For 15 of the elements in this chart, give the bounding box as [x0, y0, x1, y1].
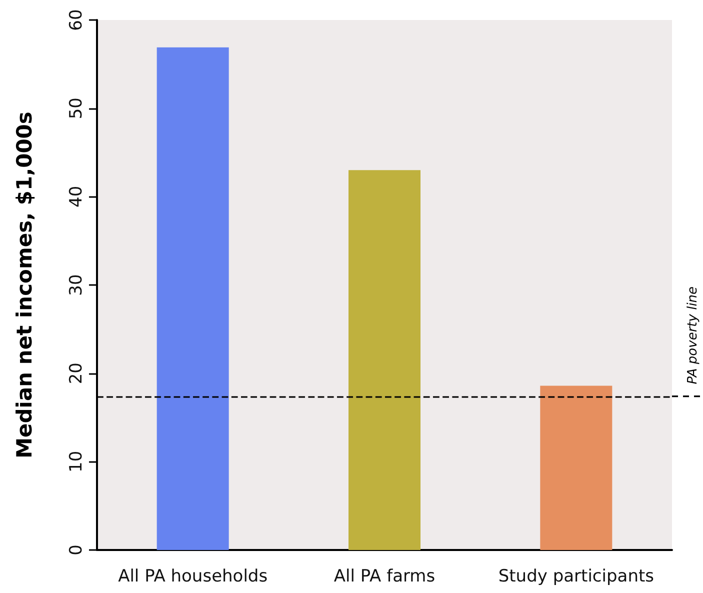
y-tick-label: 0 — [66, 544, 86, 556]
bar — [348, 170, 420, 550]
y-tick-label: 60 — [66, 9, 86, 31]
y-tick-label: 10 — [66, 450, 86, 472]
x-tick-label: All PA households — [118, 566, 268, 586]
x-tick-label: All PA farms — [334, 566, 436, 586]
y-tick-label: 30 — [66, 274, 86, 296]
bar — [156, 47, 229, 550]
y-tick-label: 20 — [66, 362, 86, 384]
y-tick-label: 50 — [66, 98, 86, 120]
ref-line-label: PA poverty line — [686, 286, 700, 384]
y-axis-title: Median net incomes, $1,000s — [12, 112, 36, 458]
x-tick-label: Study participants — [498, 566, 654, 586]
y-tick-label: 40 — [66, 186, 86, 208]
bar — [540, 386, 612, 550]
